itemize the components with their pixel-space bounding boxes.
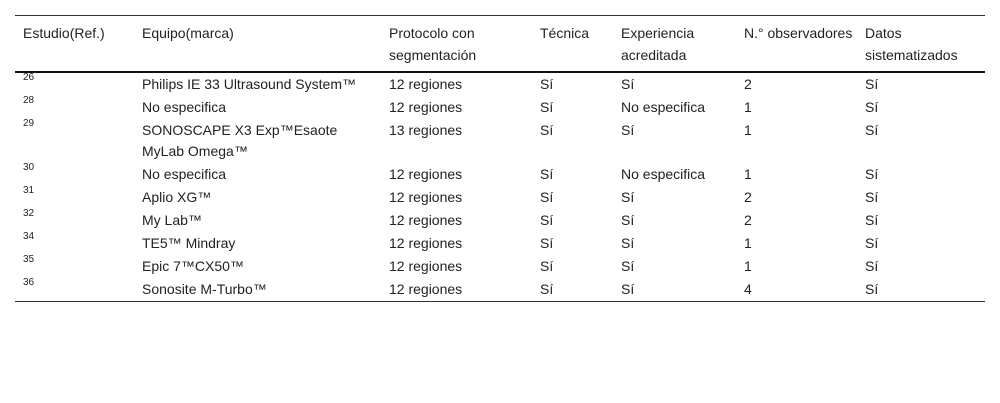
cell-datos: Sí — [865, 258, 879, 274]
cell-observadores: 1 — [744, 166, 752, 182]
header-protocolo: Protocolo con segmentación — [389, 25, 477, 63]
cell-experiencia: Sí — [621, 122, 635, 138]
cell-protocolo: 12 regiones — [389, 189, 463, 205]
cell-ref: 36 — [15, 277, 134, 302]
cell-experiencia: No especifica — [621, 166, 706, 182]
table-row: 30 No especifica 12 regiones Sí No especific… — [15, 162, 985, 186]
cell-experiencia: Sí — [621, 212, 635, 228]
cell-observadores: 2 — [744, 189, 752, 205]
table-row: 35 Epic 7™CX50™ 12 regiones Sí Sí 1 Sí — [15, 254, 985, 278]
cell-protocolo: 12 regiones — [389, 76, 463, 92]
reference-number: 28 — [23, 95, 35, 106]
cell-datos: Sí — [865, 212, 879, 228]
cell-tecnica: Sí — [540, 235, 554, 251]
cell-protocolo: 13 regiones — [389, 122, 463, 138]
cell-ref: 28 — [15, 95, 134, 119]
table-row: 32 My Lab™ 12 regiones Sí Sí 2 Sí — [15, 208, 985, 232]
reference-number: 31 — [23, 185, 35, 196]
header-datos: Datos sistematizados — [865, 25, 958, 63]
cell-ref: 29 — [15, 118, 134, 163]
cell-tecnica: Sí — [540, 281, 554, 297]
cell-tecnica: Sí — [540, 258, 554, 274]
cell-ref: 26 — [15, 72, 134, 96]
cell-observadores: 1 — [744, 122, 752, 138]
cell-tecnica: Sí — [540, 189, 554, 205]
reference-number: 35 — [23, 254, 35, 265]
table-body: 26 Philips IE 33 Ultrasound System™ 12 reg… — [15, 72, 985, 302]
cell-experiencia: No especifica — [621, 99, 706, 115]
cell-equipo: No especifica — [142, 166, 227, 182]
cell-equipo: My Lab™ — [142, 212, 202, 228]
header-equipo: Equipo(marca) — [142, 25, 234, 41]
table-row: 31 Aplio XG™ 12 regiones Sí Sí 2 Sí — [15, 185, 985, 209]
reference-number: 30 — [23, 162, 35, 173]
cell-equipo: No especifica — [142, 99, 227, 115]
cell-tecnica: Sí — [540, 166, 554, 182]
cell-tecnica: Sí — [540, 99, 554, 115]
cell-ref: 34 — [15, 231, 134, 255]
cell-ref: 32 — [15, 208, 134, 232]
reference-number: 36 — [23, 277, 35, 288]
reference-number: 34 — [23, 231, 35, 242]
cell-datos: Sí — [865, 122, 879, 138]
header-estudio: Estudio(Ref.) — [23, 25, 105, 41]
cell-experiencia: Sí — [621, 235, 635, 251]
cell-protocolo: 12 regiones — [389, 235, 463, 251]
cell-protocolo: 12 regiones — [389, 281, 463, 297]
cell-equipo: Aplio XG™ — [142, 189, 212, 205]
cell-observadores: 4 — [744, 281, 752, 297]
cell-protocolo: 12 regiones — [389, 166, 463, 182]
cell-equipo: SONOSCAPE X3 Exp™Esaote MyLab Omega™ — [142, 122, 338, 159]
cell-observadores: 1 — [744, 99, 752, 115]
reference-number: 32 — [23, 208, 35, 219]
cell-tecnica: Sí — [540, 76, 554, 92]
cell-protocolo: 12 regiones — [389, 212, 463, 228]
cell-observadores: 1 — [744, 258, 752, 274]
header-tecnica: Técnica — [540, 25, 590, 41]
cell-datos: Sí — [865, 189, 879, 205]
cell-datos: Sí — [865, 99, 879, 115]
reference-number: 29 — [23, 118, 35, 129]
cell-tecnica: Sí — [540, 122, 554, 138]
cell-equipo: Epic 7™CX50™ — [142, 258, 244, 274]
cell-ref: 35 — [15, 254, 134, 278]
studies-table: Estudio(Ref.) Equipo(marca) Protocolo con … — [15, 15, 985, 302]
cell-equipo: Philips IE 33 Ultrasound System™ — [142, 76, 356, 92]
cell-experiencia: Sí — [621, 189, 635, 205]
cell-observadores: 2 — [744, 212, 752, 228]
table-row: 26 Philips IE 33 Ultrasound System™ 12 reg… — [15, 72, 985, 96]
cell-experiencia: Sí — [621, 76, 635, 92]
cell-datos: Sí — [865, 76, 879, 92]
cell-ref: 30 — [15, 162, 134, 186]
cell-datos: Sí — [865, 281, 879, 297]
table-header: Estudio(Ref.) Equipo(marca) Protocolo con … — [15, 15, 985, 72]
table-row: 36 Sonosite M-Turbo™ 12 regiones Sí Sí 4 Sí — [15, 277, 985, 302]
cell-ref: 31 — [15, 185, 134, 209]
header-experiencia: Experiencia acreditada — [621, 25, 695, 63]
table-row: 28 No especifica 12 regiones Sí No especific… — [15, 95, 985, 119]
cell-observadores: 1 — [744, 235, 752, 251]
cell-protocolo: 12 regiones — [389, 258, 463, 274]
cell-protocolo: 12 regiones — [389, 99, 463, 115]
table-row: 34 TE5™ Mindray 12 regiones Sí Sí 1 Sí — [15, 231, 985, 255]
cell-equipo: TE5™ Mindray — [142, 235, 236, 251]
cell-equipo: Sonosite M-Turbo™ — [142, 281, 267, 297]
cell-datos: Sí — [865, 166, 879, 182]
cell-tecnica: Sí — [540, 212, 554, 228]
table-row: 29 SONOSCAPE X3 Exp™Esaote MyLab Omega™ 13… — [15, 118, 985, 163]
header-observadores: N.° observadores — [744, 25, 853, 41]
cell-experiencia: Sí — [621, 258, 635, 274]
cell-observadores: 2 — [744, 76, 752, 92]
cell-experiencia: Sí — [621, 281, 635, 297]
reference-number: 26 — [23, 72, 35, 83]
cell-datos: Sí — [865, 235, 879, 251]
